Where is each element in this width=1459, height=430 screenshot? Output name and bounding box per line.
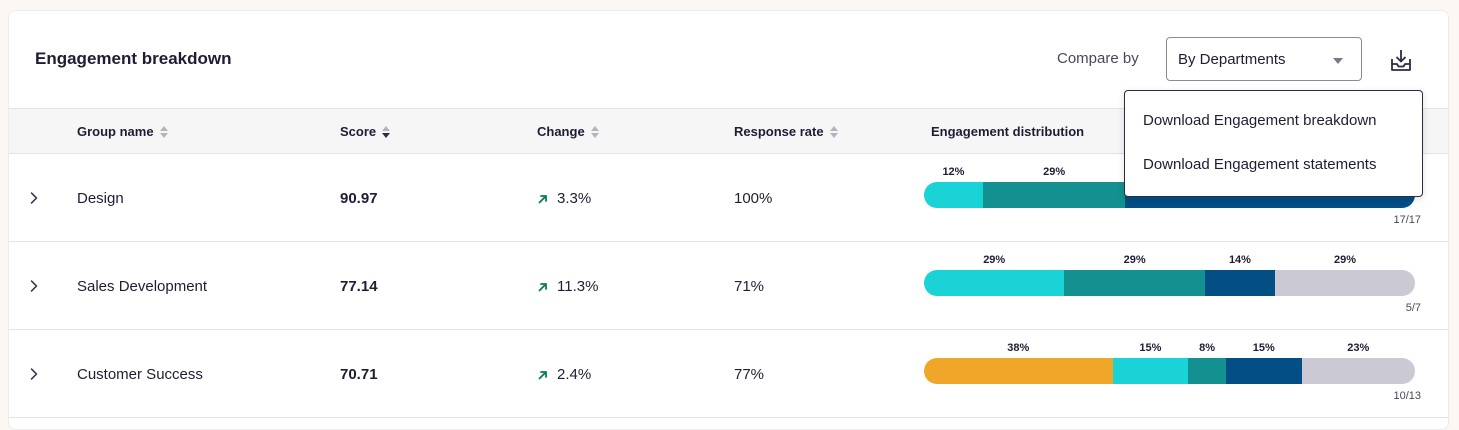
score-value: 77.14 [340, 278, 378, 295]
change-value: 11.3% [537, 278, 598, 295]
distribution-segment[interactable] [1204, 270, 1276, 296]
response-rate-value: 77% [734, 366, 765, 383]
respondent-count: 17/17 [1393, 214, 1421, 226]
distribution-segment[interactable] [1225, 358, 1302, 384]
column-label: Engagement distribution [931, 124, 1085, 139]
distribution-percent-label: 15% [1139, 342, 1162, 354]
change-text: 2.4% [557, 366, 592, 383]
column-header-score[interactable]: Score [340, 124, 391, 139]
menu-item-download-engagement-breakdown[interactable]: Download Engagement breakdown [1143, 112, 1377, 129]
distribution-segment[interactable] [924, 358, 1113, 384]
compare-by-select[interactable]: By Departments [1166, 37, 1362, 81]
distribution-segment[interactable] [1301, 358, 1415, 384]
sort-icon [159, 125, 169, 139]
compare-by-label: Compare by [1057, 50, 1139, 67]
group-name: Sales Development [77, 278, 208, 295]
column-header-group-name[interactable]: Group name [77, 124, 169, 139]
caret-down-icon [1333, 58, 1343, 64]
chevron-right-icon[interactable] [27, 191, 41, 205]
distribution-percent-label: 12% [942, 166, 965, 178]
card-header: Engagement breakdown Compare by By Depar… [9, 11, 1448, 108]
table-row: Sales Development 77.14 11.3% 71% 29% 29% 14… [9, 242, 1448, 330]
sort-icon [590, 125, 600, 139]
distribution-percent-label: 29% [1123, 254, 1146, 266]
chevron-right-icon[interactable] [27, 279, 41, 293]
arrow-up-right-icon [538, 370, 547, 379]
distribution-segment[interactable] [1064, 270, 1205, 296]
change-value: 3.3% [537, 190, 591, 207]
engagement-distribution-bar [924, 358, 1415, 384]
arrow-up-right-icon [538, 282, 547, 291]
column-label: Change [537, 124, 585, 139]
download-button[interactable] [1386, 45, 1416, 75]
column-label: Response rate [734, 124, 824, 139]
table-row: Design 90.97 3.3% 100% 12% 29% 17/17 [9, 154, 1448, 242]
change-text: 11.3% [557, 278, 599, 295]
column-header-response-rate[interactable]: Response rate [734, 124, 839, 139]
distribution-segment[interactable] [1112, 358, 1189, 384]
change-value: 2.4% [537, 366, 591, 383]
chevron-right-icon[interactable] [27, 367, 41, 381]
distribution-percent-label: 14% [1228, 254, 1251, 266]
response-rate-value: 71% [734, 278, 765, 295]
distribution-percent-label: 8% [1199, 342, 1215, 354]
distribution-percent-label: 23% [1347, 342, 1370, 354]
arrow-up-right-icon [538, 194, 547, 203]
engagement-breakdown-card: Engagement breakdown Compare by By Depar… [8, 10, 1449, 430]
sort-descending-icon [382, 125, 391, 139]
column-label: Group name [77, 124, 154, 139]
distribution-segment[interactable] [1275, 270, 1415, 296]
change-text: 3.3% [557, 190, 592, 207]
engagement-distribution-bar [924, 270, 1415, 296]
download-icon [1391, 50, 1411, 71]
sort-icon [829, 125, 839, 139]
distribution-percent-label: 15% [1252, 342, 1275, 354]
respondent-count: 10/13 [1393, 390, 1421, 402]
column-header-change[interactable]: Change [537, 124, 600, 139]
download-menu: Download Engagement breakdown Download E… [1124, 90, 1423, 197]
column-header-engagement-distribution: Engagement distribution [931, 124, 1084, 139]
menu-item-download-engagement-statements[interactable]: Download Engagement statements [1143, 156, 1377, 173]
score-value: 70.71 [340, 366, 378, 383]
response-rate-value: 100% [734, 190, 773, 207]
group-name: Customer Success [77, 366, 203, 383]
distribution-segment[interactable] [1188, 358, 1226, 384]
group-name: Design [77, 190, 124, 207]
column-label: Score [340, 124, 377, 139]
compare-by-value: By Departments [1178, 51, 1286, 68]
distribution-percent-label: 29% [1334, 254, 1357, 266]
distribution-percent-label: 29% [983, 254, 1006, 266]
respondent-count: 5/7 [1405, 302, 1421, 314]
distribution-percent-label: 38% [1007, 342, 1030, 354]
table-row: Customer Success 70.71 2.4% 77% 38% 15% 8% 15… [9, 330, 1448, 418]
distribution-segment[interactable] [982, 182, 1126, 208]
distribution-segment[interactable] [924, 270, 1065, 296]
distribution-percent-label: 29% [1043, 166, 1066, 178]
card-title: Engagement breakdown [35, 49, 232, 68]
distribution-segment[interactable] [924, 182, 983, 208]
score-value: 90.97 [340, 190, 378, 207]
